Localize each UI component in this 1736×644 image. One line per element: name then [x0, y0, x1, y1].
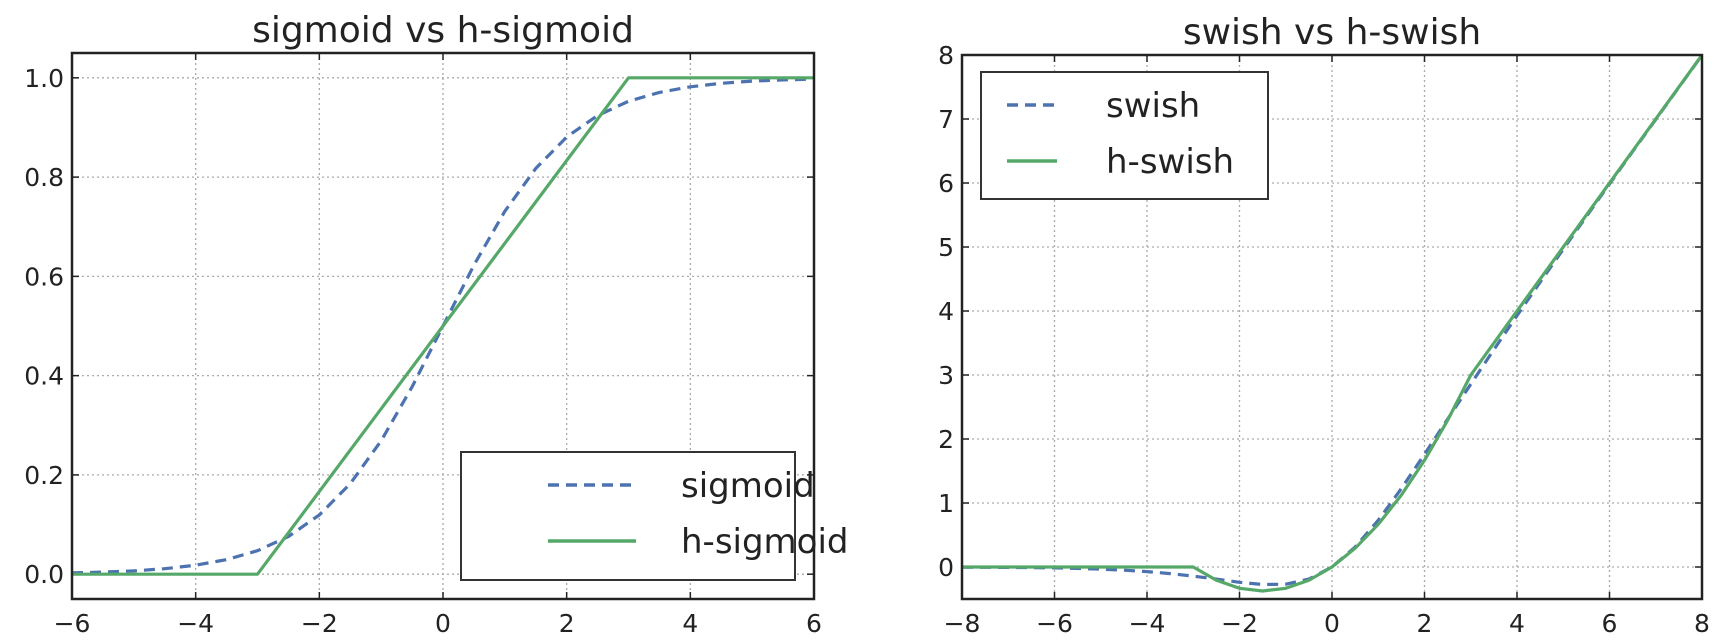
x-tick-label: −6	[54, 609, 91, 638]
y-tick-label: 1	[938, 489, 954, 518]
series-line-h-swish	[962, 55, 1702, 593]
x-tick-label: 4	[1509, 609, 1525, 638]
y-tick-label: 4	[938, 297, 954, 326]
x-tick-label: 6	[1602, 609, 1618, 638]
chart-sigmoid: −6 −4 −2 0 2 4 6 0.0 0.2 0.4 0.6 0.8 1.0 sigmoid vs h…	[24, 10, 848, 638]
y-tick-label: 0.4	[24, 362, 64, 391]
legend-label: sigmoid	[681, 466, 815, 506]
x-tick-label: 4	[682, 609, 698, 638]
x-tick-label: 0	[435, 609, 451, 638]
legend: swish h-swish	[980, 71, 1269, 200]
series-line-h-sigmoid	[72, 76, 814, 576]
legend-label: swish	[1106, 86, 1200, 126]
x-tick-label: 6	[806, 609, 822, 638]
x-tick-label: −2	[301, 609, 338, 638]
y-tick-label: 0.2	[24, 461, 64, 490]
legend: sigmoid h-sigmoid	[460, 451, 849, 581]
x-tick-label: −6	[1036, 609, 1073, 638]
legend-box	[980, 71, 1269, 200]
x-tick-label: 2	[559, 609, 575, 638]
chart-swish: −8 −6 −4 −2 0 2 4 6 8 0 1 2 3 4 5 6 7 8 swish vs h-swish sw…	[938, 12, 1710, 638]
axes-frame	[70, 51, 816, 601]
x-tick-label: −4	[177, 609, 214, 638]
legend-box	[460, 451, 796, 581]
y-tick-label: 3	[938, 361, 954, 390]
x-tick-label: 0	[1324, 609, 1340, 638]
axes-frame	[960, 53, 1704, 601]
legend-label: h-swish	[1106, 142, 1234, 182]
y-tick-label: 0.8	[24, 163, 64, 192]
y-tick-label: 7	[938, 105, 954, 134]
chart-title: swish vs h-swish	[1183, 12, 1481, 53]
x-tick-label: 2	[1417, 609, 1433, 638]
y-tick-label: 5	[938, 233, 954, 262]
y-tick-label: 0	[938, 553, 954, 582]
x-tick-label: −8	[944, 609, 981, 638]
chart-title: sigmoid vs h-sigmoid	[252, 10, 634, 51]
x-tick-label: −2	[1221, 609, 1258, 638]
y-tick-label: 6	[938, 169, 954, 198]
y-tick-label: 0.0	[24, 560, 64, 589]
x-tick-label: 8	[1694, 609, 1710, 638]
x-tick-label: −4	[1129, 609, 1166, 638]
legend-label: h-sigmoid	[681, 522, 849, 562]
y-tick-label: 8	[938, 41, 954, 70]
y-tick-label: 2	[938, 425, 954, 454]
y-tick-label: 1.0	[24, 64, 64, 93]
y-tick-label: 0.6	[24, 262, 64, 291]
